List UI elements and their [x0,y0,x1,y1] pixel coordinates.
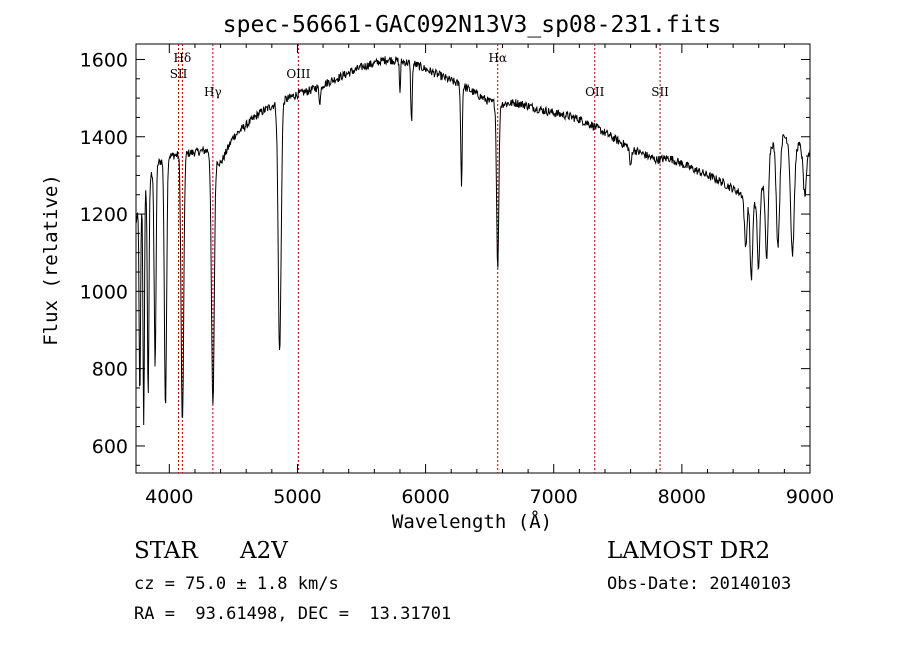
axis-ticks: 4000 5000 6000 7000 8000 9000 600 800 1000 1200 14… [80,44,834,508]
line-markers: Hδ SII Hγ OIII Hα OII SII [170,44,669,473]
y-axis-label: Flux (relative) [40,174,62,346]
line-marker-label: SII [170,67,188,81]
line-marker-label: Hα [488,51,507,65]
y-tick-label: 1000 [80,281,128,303]
redshift-value: cz = 75.0 ± 1.8 km/s [134,574,339,594]
object-type: STAR [134,538,198,564]
x-tick-label: 9000 [786,486,834,508]
line-marker-label: OII [585,85,605,99]
y-tick-label: 600 [92,436,128,458]
coordinates: RA = 93.61498, DEC = 13.31701 [134,604,452,624]
line-marker-label: Hγ [204,85,222,99]
survey-name: LAMOST DR2 [607,538,771,564]
x-tick-label: 5000 [273,486,321,508]
line-marker-label: OIII [286,67,310,81]
x-tick-label: 6000 [401,486,449,508]
x-tick-label: 7000 [530,486,578,508]
x-axis-label: Wavelength (Å) [392,510,552,533]
plot-frame [135,43,811,474]
x-tick-label: 4000 [145,486,193,508]
observation-date: Obs-Date: 20140103 [607,574,792,594]
line-marker-label: SII [651,85,669,99]
y-tick-label: 1400 [80,127,128,149]
object-subclass: A2V [240,538,288,564]
line-marker-label: Hδ [174,51,192,65]
x-tick-label: 8000 [658,486,706,508]
y-tick-label: 800 [92,359,128,381]
chart-title: spec-56661-GAC092N13V3_sp08-231.fits [223,12,722,38]
y-tick-label: 1200 [80,204,128,226]
y-tick-label: 1600 [80,49,128,71]
spectrum-line [135,56,811,426]
